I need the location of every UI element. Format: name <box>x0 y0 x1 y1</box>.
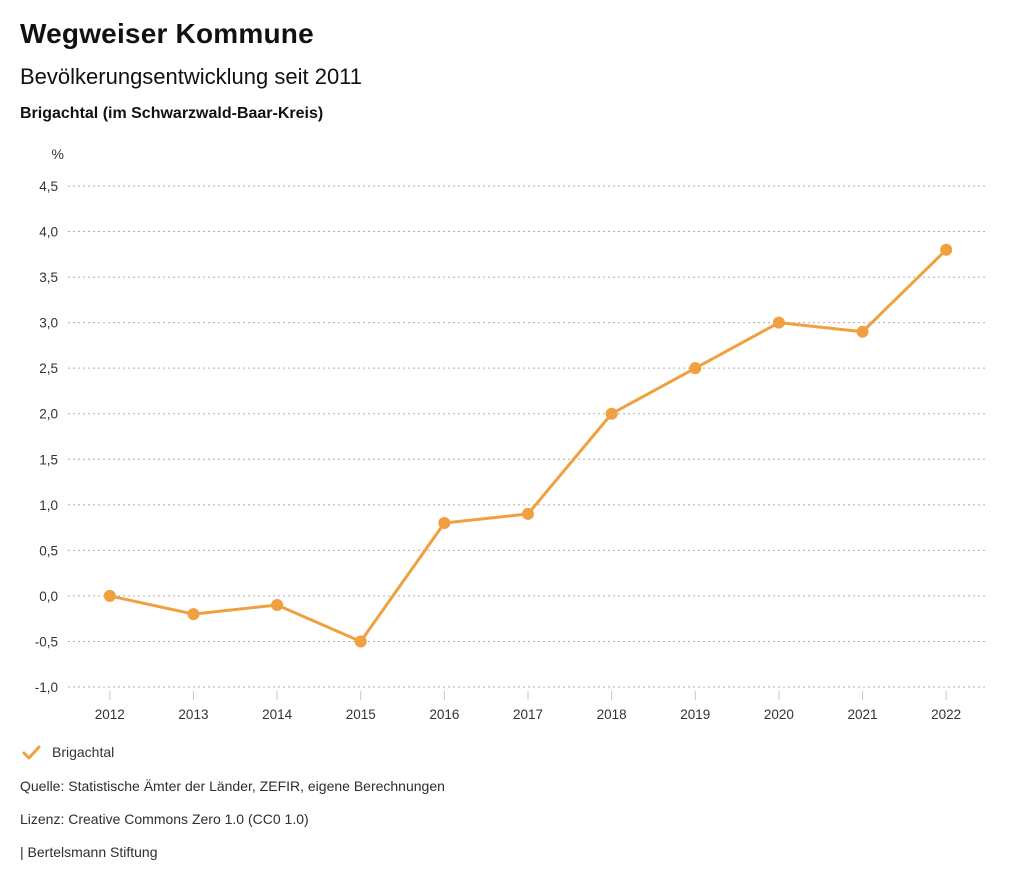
page-title: Wegweiser Kommune <box>20 18 314 49</box>
x-axis-tick-label: 2012 <box>95 707 125 722</box>
y-axis-tick-label: 3,5 <box>39 270 58 285</box>
population-line-chart: % 4,5 4,0 3,5 3,0 2,5 2,0 1,5 1,0 0,5 0,0 -0,5 -1,0 2… <box>35 146 988 722</box>
y-axis-tick-label: 0,0 <box>39 589 58 604</box>
x-axis-tick-label: 2017 <box>513 707 543 722</box>
data-point[interactable] <box>522 507 534 520</box>
x-axis-tick-label: 2022 <box>931 707 961 722</box>
x-axis-tick-label: 2021 <box>848 707 878 722</box>
license-note: Lizenz: Creative Commons Zero 1.0 (CC0 1… <box>20 811 309 827</box>
source-note: Quelle: Statistische Ämter der Länder, Z… <box>20 778 445 794</box>
data-point[interactable] <box>354 635 367 648</box>
y-axis-tick-label: 4,5 <box>39 179 58 194</box>
data-point[interactable] <box>438 517 451 530</box>
data-point[interactable] <box>856 325 869 338</box>
x-axis-tick-label: 2016 <box>429 707 459 722</box>
check-icon <box>22 745 41 759</box>
chart-title: Bevölkerungsentwicklung seit 2011 <box>20 64 363 89</box>
y-axis-tick-label: 3,0 <box>39 316 58 331</box>
data-point[interactable] <box>689 362 702 375</box>
y-axis-tick-label: -0,5 <box>35 634 58 649</box>
data-point[interactable] <box>187 608 200 621</box>
y-axis-tick-label: 0,5 <box>39 543 58 558</box>
x-axis-tick-label: 2015 <box>346 707 376 722</box>
x-axis-tick-label: 2019 <box>680 707 710 722</box>
y-axis-tick-label: 2,0 <box>39 407 58 422</box>
footer: Quelle: Statistische Ämter der Länder, Z… <box>20 778 445 877</box>
y-axis-unit-label: % <box>52 146 64 162</box>
attribution-note: | Bertelsmann Stiftung <box>20 844 158 860</box>
region-subtitle: Brigachtal (im Schwarzwald-Baar-Kreis) <box>20 105 324 122</box>
y-axis-tick-label: 2,5 <box>39 361 58 376</box>
data-point[interactable] <box>772 316 785 329</box>
y-axis-tick-label: 1,0 <box>39 498 58 513</box>
y-axis-tick-label: 1,5 <box>39 452 58 467</box>
x-axis-tick-label: 2020 <box>764 707 794 722</box>
data-point[interactable] <box>271 599 284 612</box>
legend[interactable]: Brigachtal <box>22 744 114 760</box>
data-point[interactable] <box>103 589 116 602</box>
x-axis-tick-label: 2013 <box>178 707 208 722</box>
legend-item-label: Brigachtal <box>52 744 115 760</box>
x-axis-tick-label: 2014 <box>262 707 293 722</box>
data-point[interactable] <box>605 407 618 420</box>
y-axis-tick-label: -1,0 <box>35 680 58 695</box>
series-line <box>108 248 948 643</box>
x-axis-tick-label: 2018 <box>597 707 627 722</box>
chart-header: Wegweiser Kommune Bevölkerungsentwicklun… <box>20 18 362 123</box>
data-point[interactable] <box>940 243 953 256</box>
y-axis-tick-label: 4,0 <box>39 225 58 240</box>
line-chart: % 4,5 4,0 3,5 3,0 2,5 2,0 1,5 1,0 0,5 0,0 -0,5 -1,0 2… <box>0 140 1024 740</box>
